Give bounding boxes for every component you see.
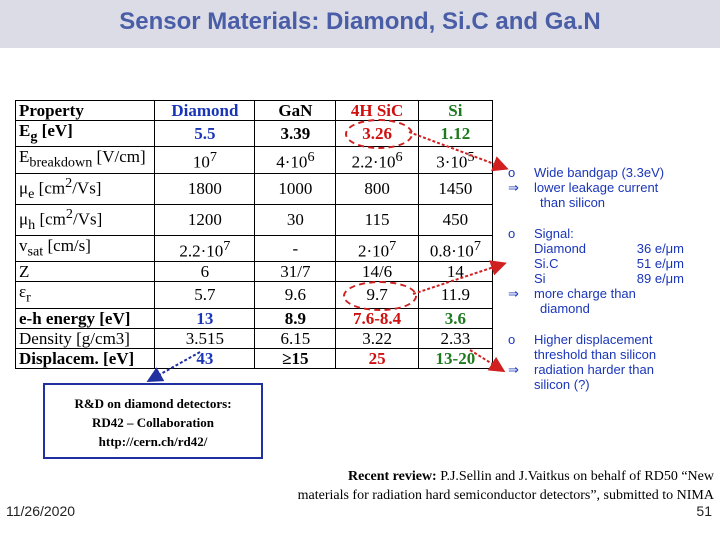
table-row: Ebreakdown [V/cm] 107 4·106 2.2·106 3·105 xyxy=(14,146,494,174)
note-group-signal: o Signal: Diamond 36 e/μm Si.C 51 e/μm Si 89… xyxy=(508,226,713,316)
value-cell: 2.2·106 xyxy=(335,146,419,174)
recent-review-citation: Recent review: P.J.Sellin and J.Vaitkus … xyxy=(232,467,714,505)
rd42-line: RD42 – Collaboration xyxy=(91,415,215,430)
implies-arrow-icon: ⇒ xyxy=(508,286,519,301)
table-row: Density [g/cm3] 3.515 6.15 3.22 2.33 xyxy=(14,327,494,349)
value-cell: 3.22 xyxy=(335,327,419,349)
value-cell: 5.7 xyxy=(154,281,256,309)
property-cell: Ebreakdown [V/cm] xyxy=(14,146,156,174)
signal-row: Si 89 e/μm xyxy=(534,271,684,286)
value-cell: 9.6 xyxy=(254,281,337,309)
value-cell: 43 xyxy=(154,347,256,369)
note-implication-cont: silicon (?) xyxy=(534,377,590,392)
value-cell: 3.515 xyxy=(154,327,256,349)
arrow-displacement xyxy=(469,349,506,373)
table-body: Eg [eV] 5.5 3.39 3.26 1.12 Ebreakdown [V/cm] 1… xyxy=(14,119,494,369)
note-implication-cont: than silicon xyxy=(540,195,606,210)
bullet-marker: o xyxy=(508,165,516,180)
rd42-line: R&D on diamond detectors: xyxy=(74,396,232,411)
value-cell: 25 xyxy=(335,347,419,369)
material-properties-table: Property Diamond GaN 4H SiC Si Eg [eV] 5.… xyxy=(14,100,494,369)
value-cell: 115 xyxy=(335,203,419,236)
value-cell: 30 xyxy=(254,203,337,236)
value-cell: 450 xyxy=(417,203,494,236)
note-point-cont: threshold than silicon xyxy=(534,347,657,362)
header-4h-sic: 4H SiC xyxy=(335,100,419,121)
note-implication: radiation harder than xyxy=(534,362,654,377)
note-point: Signal: xyxy=(534,226,574,241)
table-row: εr 5.7 9.6 9.7 11.9 xyxy=(14,281,494,309)
value-cell: 7.6-8.4 xyxy=(335,307,419,329)
table-row: Z 6 31/7 14/6 14 xyxy=(14,261,494,283)
value-cell: - xyxy=(254,234,337,263)
table-row: vsat [cm/s] 2.2·107-2·107 0.8·107 xyxy=(14,234,494,263)
note-group-bandgap: o Wide bandgap (3.3eV) ⇒ lower leakage cur… xyxy=(508,165,713,210)
value-cell: 2.2·107 xyxy=(154,234,256,263)
slide-title: Sensor Materials: Diamond, Si.C and Ga.N xyxy=(119,8,601,35)
value-cell: 800 xyxy=(335,172,419,205)
value-cell: 0.8·107 xyxy=(417,234,494,263)
note-implication: more charge than xyxy=(534,286,636,301)
value-cell: 11.9 xyxy=(417,281,494,309)
review-label: Recent review: xyxy=(347,469,441,484)
table-header-row: Property Diamond GaN 4H SiC Si xyxy=(14,100,494,121)
highlight-oval-sic-eh-energy xyxy=(343,281,417,311)
value-cell: 2·107 xyxy=(335,234,419,263)
implies-arrow-icon: ⇒ xyxy=(508,362,519,377)
arrow-rd42 xyxy=(146,351,201,382)
table-row: μe [cm2/Vs] 1800 1000 800 1450 xyxy=(14,172,494,205)
review-line: P.J.Sellin and J.Vaitkus on behalf of RD… xyxy=(440,469,714,484)
property-cell: Density [g/cm3] xyxy=(14,327,156,349)
note-implication-cont: diamond xyxy=(540,301,590,316)
table-row: e-h energy [eV] 13 8.9 7.6-8.4 3.6 xyxy=(14,307,494,329)
signal-row: Diamond 36 e/μm xyxy=(534,241,684,256)
implies-arrow-icon: ⇒ xyxy=(508,180,519,195)
table-row: μh [cm2/Vs] 1200 30 115 450 xyxy=(14,203,494,236)
note-implication: lower leakage current xyxy=(534,180,659,195)
value-cell: 3.39 xyxy=(254,119,337,148)
note-point: Wide bandgap (3.3eV) xyxy=(534,165,665,180)
header-diamond: Diamond xyxy=(154,100,256,121)
arrow-bandgap xyxy=(408,131,509,172)
value-cell: 1450 xyxy=(417,172,494,205)
header-property: Property xyxy=(14,100,156,121)
value-cell: 4·106 xyxy=(254,146,337,174)
arrow-eh-energy xyxy=(412,260,507,295)
bullet-marker: o xyxy=(508,226,516,241)
value-cell: ≥15 xyxy=(254,347,337,369)
value-cell: 107 xyxy=(154,146,256,174)
property-cell: εr xyxy=(14,281,156,309)
rd42-info-box: R&D on diamond detectors: RD42 – Collabo… xyxy=(43,383,263,459)
rd42-link[interactable]: http://cern.ch/rd42/ xyxy=(98,434,208,449)
note-point: Higher displacement xyxy=(534,332,653,347)
property-cell: μe [cm2/Vs] xyxy=(14,172,156,205)
property-cell: μh [cm2/Vs] xyxy=(14,203,156,236)
value-cell: 1.12 xyxy=(417,119,494,148)
value-cell: 3.6 xyxy=(417,307,494,329)
notes-panel: o Wide bandgap (3.3eV) ⇒ lower leakage cur… xyxy=(508,165,713,408)
property-cell: Displacem. [eV] xyxy=(14,347,156,369)
signal-row: Si.C 51 e/μm xyxy=(534,256,684,271)
note-group-displacement: o Higher displacement threshold than sili… xyxy=(508,332,713,392)
highlight-oval-sic-bandgap xyxy=(345,119,413,149)
value-cell: 5.5 xyxy=(154,119,256,148)
value-cell: 1200 xyxy=(154,203,256,236)
property-cell: vsat [cm/s] xyxy=(14,234,156,263)
slide-date: 11/26/2020 xyxy=(6,503,76,519)
bullet-marker: o xyxy=(508,332,516,347)
slide-page-number: 51 xyxy=(696,503,712,519)
title-bar xyxy=(0,0,720,48)
review-line: materials for radiation hard semiconduct… xyxy=(297,488,714,503)
